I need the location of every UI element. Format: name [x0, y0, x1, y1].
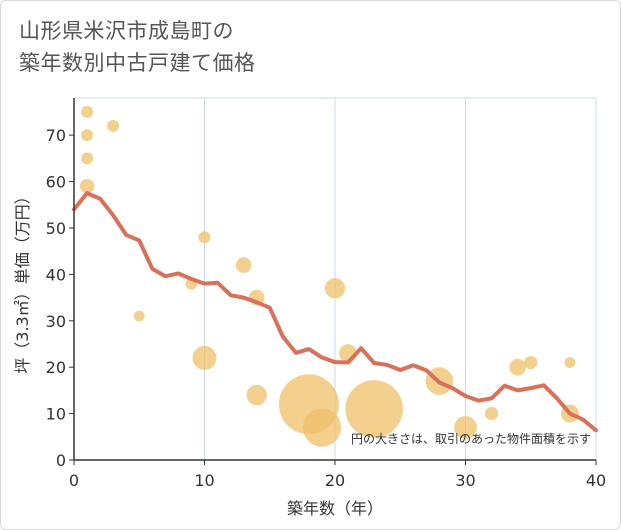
data-bubble	[79, 178, 95, 194]
data-bubble	[81, 105, 94, 118]
x-axis-label: 築年数（年）	[287, 499, 383, 518]
data-bubble	[454, 416, 477, 439]
data-bubble	[324, 278, 346, 299]
data-bubble	[81, 152, 94, 165]
y-axis-label: 坪（3.3㎡）単価（万円）	[13, 188, 32, 373]
data-bubble	[198, 231, 211, 244]
bubble-layer	[79, 105, 579, 447]
data-bubble	[246, 384, 267, 406]
bubble-size-note: 円の大きさは、取引のあった物件面積を示す	[351, 431, 591, 446]
y-tick-label: 20	[46, 358, 66, 377]
tick-labels: 0 10 20 30 40 0 10 20 30 40 50 60 70	[46, 126, 607, 490]
data-bubble	[133, 310, 145, 322]
data-bubble	[107, 119, 120, 132]
y-tick-label: 30	[46, 312, 66, 331]
x-tick-label: 30	[455, 471, 475, 490]
data-bubble	[564, 357, 576, 368]
chart-title-line1: 山形県米沢市成島町の	[19, 19, 234, 43]
data-bubble	[81, 129, 94, 142]
x-tick-label: 40	[586, 471, 606, 490]
average-price-line	[72, 191, 598, 433]
y-tick-label: 40	[46, 265, 66, 284]
y-tick-label: 0	[56, 451, 66, 470]
x-tick-label: 0	[69, 471, 79, 490]
chart-title: 山形県米沢市成島町の 築年数別中古戸建て価格	[19, 15, 256, 79]
y-tick-label: 70	[46, 126, 66, 145]
y-tick-label: 50	[46, 219, 66, 238]
data-bubble	[192, 345, 217, 370]
y-tick-label: 60	[46, 173, 66, 192]
data-bubble	[485, 406, 499, 421]
data-bubble	[345, 380, 403, 438]
chart-title-line2: 築年数別中古戸建て価格	[19, 51, 256, 75]
x-tick-label: 10	[194, 471, 214, 490]
y-tick-label: 10	[46, 405, 66, 424]
data-bubble	[509, 358, 527, 376]
data-bubble	[235, 257, 252, 273]
axes	[69, 98, 597, 465]
x-tick-label: 20	[325, 471, 345, 490]
data-bubble	[302, 408, 342, 447]
data-bubble	[524, 355, 538, 370]
